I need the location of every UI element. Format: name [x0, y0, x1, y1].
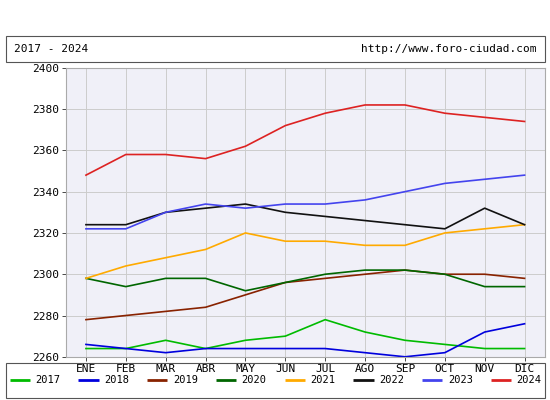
Text: http://www.foro-ciudad.com: http://www.foro-ciudad.com — [361, 44, 536, 54]
Text: 2020: 2020 — [242, 375, 267, 386]
Text: 2018: 2018 — [104, 375, 129, 386]
Text: 2023: 2023 — [448, 375, 473, 386]
Text: 2022: 2022 — [379, 375, 404, 386]
Text: 2021: 2021 — [310, 375, 336, 386]
Text: Evolucion num de emigrantes en Ames: Evolucion num de emigrantes en Ames — [116, 10, 435, 25]
Text: 2017 - 2024: 2017 - 2024 — [14, 44, 88, 54]
Text: 2017: 2017 — [35, 375, 60, 386]
Text: 2024: 2024 — [517, 375, 542, 386]
Text: 2019: 2019 — [173, 375, 198, 386]
